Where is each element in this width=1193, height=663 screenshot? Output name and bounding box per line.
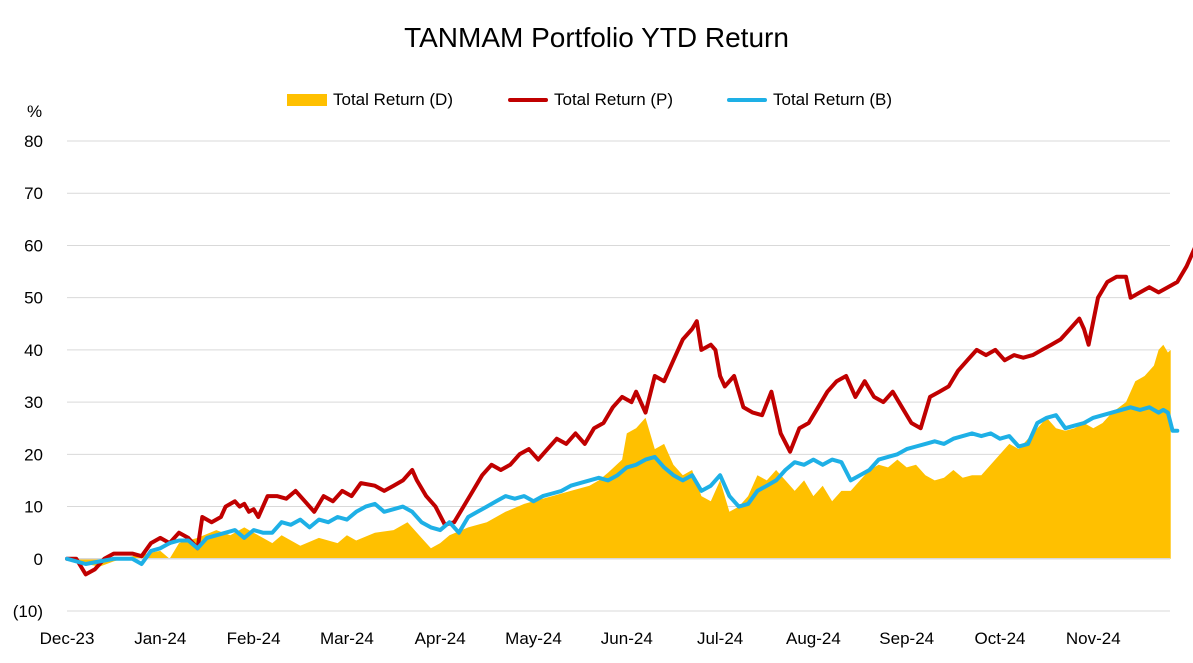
x-tick-label: Aug-24 — [786, 629, 841, 648]
x-tick-label: Dec-23 — [40, 629, 95, 648]
y-tick-label: 10 — [24, 498, 43, 517]
area-series-layer — [67, 344, 1171, 567]
x-tick-label: Sep-24 — [879, 629, 934, 648]
series-line-p — [65, 246, 1193, 577]
legend-item-d: Total Return (D) — [287, 87, 453, 113]
x-tick-label: Jul-24 — [697, 629, 743, 648]
y-axis-unit: % — [27, 102, 43, 121]
y-tick-label: (10) — [13, 602, 43, 621]
x-tick-label: Jan-24 — [134, 629, 186, 648]
legend: Total Return (D) Total Return (P) Total … — [0, 87, 1193, 113]
series-line-b — [65, 405, 1180, 566]
x-tick-label: Apr-24 — [415, 629, 466, 648]
x-tick-label: Oct-24 — [974, 629, 1025, 648]
series-area-d — [67, 344, 1171, 567]
y-tick-label: 60 — [24, 236, 43, 255]
legend-swatch-d — [287, 94, 327, 106]
y-tick-label: 40 — [24, 341, 43, 360]
chart-title: TANMAM Portfolio YTD Return — [404, 22, 789, 53]
y-tick-label: 70 — [24, 184, 43, 203]
line-series-layer — [65, 246, 1193, 577]
legend-swatch-b — [727, 98, 767, 102]
legend-label-d: Total Return (D) — [333, 90, 453, 109]
legend-label-p: Total Return (P) — [554, 90, 674, 109]
x-tick-label: Feb-24 — [227, 629, 281, 648]
legend-label-b: Total Return (B) — [773, 90, 893, 109]
y-tick-label: 30 — [24, 393, 43, 412]
x-tick-label: Jun-24 — [601, 629, 653, 648]
x-tick-label: Mar-24 — [320, 629, 374, 648]
y-tick-labels: 80 70 60 50 40 30 20 10 0 (10) — [13, 132, 43, 621]
x-tick-label: May-24 — [505, 629, 562, 648]
x-tick-labels: Dec-23 Jan-24 Feb-24 Mar-24 Apr-24 May-24 Jun-… — [40, 629, 1121, 648]
x-tick-label: Nov-24 — [1066, 629, 1121, 648]
y-tick-label: 80 — [24, 132, 43, 151]
legend-item-b: Total Return (B) — [727, 87, 892, 113]
y-tick-label: 0 — [34, 550, 43, 569]
y-tick-label: 50 — [24, 289, 43, 308]
legend-item-p: Total Return (P) — [508, 87, 673, 113]
legend-swatch-p — [508, 98, 548, 102]
y-tick-label: 20 — [24, 445, 43, 464]
